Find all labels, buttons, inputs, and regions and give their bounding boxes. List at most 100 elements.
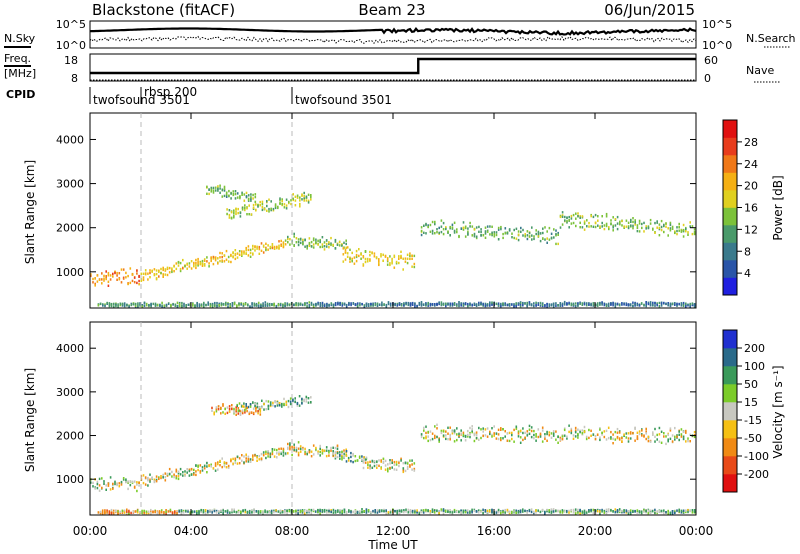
data-cell bbox=[195, 258, 197, 262]
data-cell bbox=[630, 220, 632, 223]
data-cell bbox=[449, 438, 451, 441]
data-cell bbox=[195, 473, 197, 477]
data-cell bbox=[267, 405, 270, 408]
data-cell bbox=[295, 303, 297, 307]
data-cell bbox=[317, 508, 319, 512]
data-cell bbox=[319, 302, 322, 305]
data-cell bbox=[265, 242, 267, 245]
data-cell bbox=[108, 304, 111, 308]
data-cell bbox=[346, 255, 349, 258]
data-cell bbox=[201, 264, 204, 267]
data-cell bbox=[618, 508, 621, 511]
freq-tick-bottom: 8 bbox=[71, 72, 78, 85]
data-cell bbox=[477, 509, 480, 512]
data-cell bbox=[215, 406, 218, 409]
data-cell bbox=[431, 229, 434, 233]
data-cell bbox=[225, 302, 227, 305]
data-cell bbox=[453, 221, 456, 224]
data-cell bbox=[384, 468, 387, 471]
data-cell bbox=[109, 274, 112, 277]
data-cell bbox=[241, 409, 244, 412]
data-cell bbox=[506, 508, 509, 512]
data-cell bbox=[563, 300, 566, 304]
data-cell bbox=[263, 408, 265, 411]
data-cell bbox=[409, 302, 412, 305]
data-cell bbox=[658, 234, 661, 237]
data-cell bbox=[107, 280, 110, 283]
data-cell bbox=[643, 434, 645, 437]
data-cell bbox=[453, 231, 456, 234]
data-cell bbox=[108, 303, 111, 306]
data-cell bbox=[263, 207, 266, 211]
data-cell bbox=[206, 260, 208, 263]
data-cell bbox=[342, 247, 345, 250]
data-cell bbox=[367, 510, 370, 513]
data-cell bbox=[178, 510, 180, 513]
data-cell bbox=[160, 476, 162, 480]
data-cell bbox=[693, 228, 696, 231]
data-cell bbox=[139, 511, 141, 514]
data-cell bbox=[561, 509, 564, 512]
data-cell bbox=[217, 187, 219, 191]
data-cell bbox=[605, 215, 608, 218]
data-cell bbox=[106, 301, 108, 305]
data-cell bbox=[389, 262, 391, 265]
data-cell bbox=[612, 304, 614, 307]
data-cell bbox=[592, 508, 595, 512]
data-cell bbox=[221, 255, 223, 259]
data-cell bbox=[636, 303, 639, 307]
data-cell bbox=[458, 235, 460, 239]
data-cell bbox=[526, 230, 529, 233]
colorbar-tick-label: 100 bbox=[744, 360, 765, 373]
data-cell bbox=[693, 231, 696, 234]
data-cell bbox=[575, 217, 577, 220]
data-cell bbox=[429, 230, 432, 233]
data-cell bbox=[237, 211, 239, 215]
data-cell bbox=[614, 305, 617, 308]
data-cell bbox=[381, 301, 383, 304]
y-tick-label: 1000 bbox=[56, 473, 84, 486]
data-cell bbox=[229, 511, 231, 514]
data-cell bbox=[233, 510, 235, 513]
data-cell bbox=[500, 438, 502, 442]
data-cell bbox=[460, 429, 462, 432]
data-cell bbox=[627, 512, 630, 515]
data-cell bbox=[533, 304, 535, 308]
data-cell bbox=[301, 198, 303, 201]
data-cell bbox=[391, 262, 393, 265]
data-cell bbox=[423, 429, 425, 432]
data-cell bbox=[669, 223, 672, 227]
data-cell bbox=[590, 429, 592, 432]
data-cell bbox=[601, 433, 603, 436]
data-cell bbox=[241, 253, 243, 256]
data-cell bbox=[610, 508, 612, 512]
data-cell bbox=[168, 467, 171, 471]
data-cell bbox=[94, 284, 96, 287]
data-cell bbox=[555, 304, 557, 307]
data-cell bbox=[685, 228, 687, 231]
data-cell bbox=[601, 215, 603, 218]
data-cell bbox=[219, 459, 221, 463]
data-cell bbox=[334, 302, 337, 305]
data-cell bbox=[409, 509, 412, 512]
data-cell bbox=[344, 251, 347, 254]
data-cell bbox=[153, 273, 156, 277]
data-cell bbox=[636, 229, 639, 233]
data-cell bbox=[260, 457, 263, 461]
data-cell bbox=[365, 302, 368, 305]
data-cell bbox=[449, 225, 451, 229]
data-cell bbox=[475, 436, 478, 440]
data-cell bbox=[619, 220, 621, 223]
data-cell bbox=[174, 511, 176, 514]
data-cell bbox=[353, 256, 356, 259]
data-cell bbox=[691, 302, 694, 305]
data-cell bbox=[365, 509, 368, 512]
data-cell bbox=[434, 303, 436, 306]
data-cell bbox=[223, 461, 226, 464]
data-cell bbox=[169, 510, 172, 513]
data-cell bbox=[200, 303, 203, 306]
data-cell bbox=[621, 219, 623, 223]
data-cell bbox=[588, 221, 590, 225]
data-cell bbox=[462, 431, 465, 434]
data-cell bbox=[605, 429, 608, 432]
